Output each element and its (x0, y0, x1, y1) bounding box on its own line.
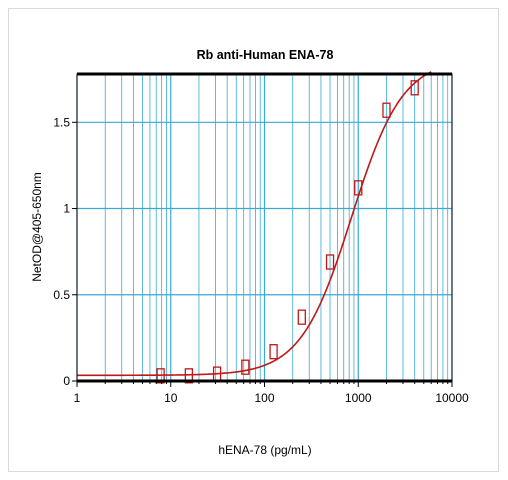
data-point (156, 368, 165, 384)
x-tick-label: 10000 (435, 391, 469, 405)
data-point (297, 309, 306, 325)
data-points (156, 80, 419, 384)
y-axis-label: NetOD@405-650nm (30, 172, 44, 282)
y-tick-label: 0.5 (53, 288, 70, 302)
y-axis-ticks: 0 0.5 1 1.5 (53, 115, 77, 388)
data-point (382, 102, 391, 118)
data-point (410, 80, 419, 96)
data-point (325, 254, 335, 270)
fit-curve (77, 71, 432, 377)
x-tick-label: 1 (74, 391, 81, 405)
x-tick-label: 1000 (345, 391, 372, 405)
y-tick-label: 1 (63, 202, 70, 216)
x-axis-label: hENA-78 (pg/mL) (218, 443, 311, 457)
x-axis-ticks: 1 10 100 1000 10000 (74, 381, 469, 405)
data-point (269, 344, 278, 360)
x-tick-label: 100 (254, 391, 274, 405)
data-point (241, 359, 250, 375)
data-point (354, 180, 363, 196)
y-tick-label: 0 (63, 374, 70, 388)
fit-curve-layer (77, 71, 432, 377)
grid-lines (76, 74, 453, 382)
y-tick-label: 1.5 (53, 115, 70, 129)
data-point (184, 368, 194, 384)
x-tick-label: 10 (164, 391, 178, 405)
chart-panel (8, 8, 499, 472)
chart-title: Rb anti-Human ENA-78 (197, 48, 334, 62)
